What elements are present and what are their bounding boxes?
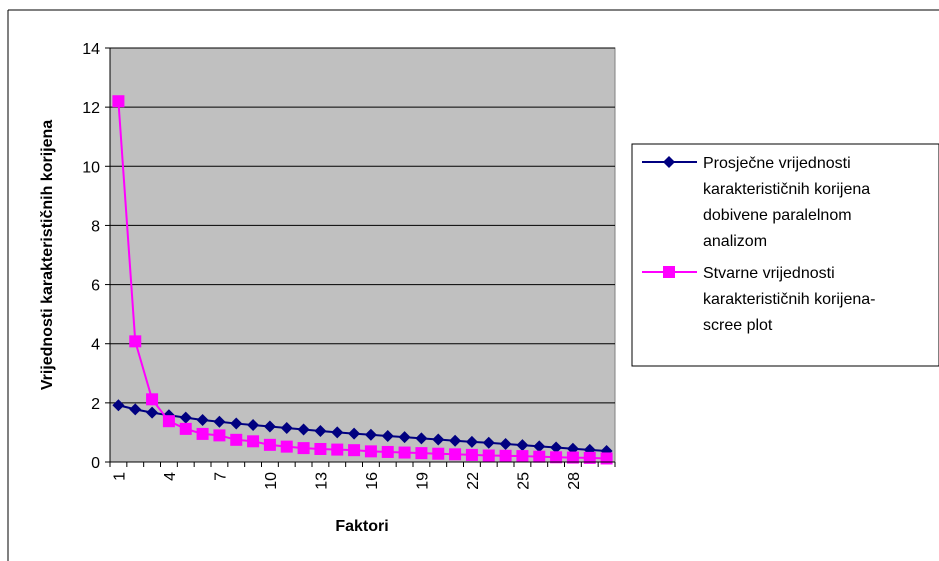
legend-marker <box>663 266 675 278</box>
series-2 <box>112 95 613 465</box>
data-point <box>263 420 276 433</box>
data-point <box>449 434 462 447</box>
legend-label: analizom <box>703 233 767 250</box>
y-axis-ticks: 0 2 4 6 8 10 12 14 <box>82 41 110 472</box>
x-tick-label: 16 <box>364 472 381 490</box>
data-point <box>331 426 344 439</box>
legend-label: karakterističnih korijena <box>703 181 870 198</box>
data-point <box>364 445 377 458</box>
data-point <box>263 438 276 451</box>
data-point <box>482 449 495 462</box>
data-point <box>196 414 209 427</box>
data-point <box>129 335 142 348</box>
data-point <box>314 442 327 455</box>
data-point <box>230 433 243 446</box>
grid-lines <box>110 47 615 404</box>
data-point <box>550 441 563 454</box>
data-point <box>482 436 495 449</box>
y-tick-label: 4 <box>91 337 100 354</box>
y-tick-label: 0 <box>91 455 100 472</box>
legend-label: dobivene paralelnom <box>703 207 852 224</box>
legend-entry-2: Stvarne vrijednosti karakterističnih kori… <box>642 265 876 334</box>
data-point <box>179 422 192 435</box>
data-point <box>364 428 377 441</box>
data-point <box>129 403 142 416</box>
y-tick-label: 14 <box>82 41 100 58</box>
data-point <box>162 415 175 428</box>
data-point <box>600 452 613 465</box>
legend-label: Stvarne vrijednosti <box>703 265 835 282</box>
legend-label: karakterističnih korijena- <box>703 291 876 308</box>
data-point <box>348 427 361 440</box>
data-point <box>499 449 512 462</box>
data-point <box>331 443 344 456</box>
data-point <box>348 444 361 457</box>
data-point <box>465 448 478 461</box>
x-tick-label: 25 <box>515 472 532 490</box>
data-point <box>146 393 159 406</box>
x-tick-label: 28 <box>566 472 583 490</box>
data-point <box>415 432 428 445</box>
data-point <box>533 450 546 463</box>
legend: Prosječne vrijednosti karakterističnih ko… <box>642 155 876 334</box>
data-point <box>449 448 462 461</box>
x-tick-label: 4 <box>162 472 179 481</box>
x-tick-label: 22 <box>465 472 482 490</box>
data-point <box>230 417 243 430</box>
y-tick-label: 10 <box>82 159 100 176</box>
data-point <box>314 424 327 437</box>
data-point <box>499 437 512 450</box>
data-point <box>213 415 226 428</box>
data-point <box>213 429 226 442</box>
data-point <box>516 439 529 452</box>
data-point <box>550 451 563 464</box>
data-point <box>179 411 192 424</box>
legend-entry-1: Prosječne vrijednosti karakterističnih ko… <box>642 155 870 250</box>
legend-label: Prosječne vrijednosti <box>703 155 851 172</box>
x-tick-label: 7 <box>212 472 229 481</box>
data-point <box>247 435 260 448</box>
data-point <box>533 440 546 453</box>
data-point <box>432 447 445 460</box>
data-point <box>247 419 260 432</box>
x-tick-label: 1 <box>111 472 128 481</box>
x-axis-ticks: 1 4 7 10 13 16 19 22 25 28 <box>109 462 616 490</box>
data-point <box>297 442 310 455</box>
y-axis-title: Vrijednosti karakterističnih korijena <box>39 120 56 390</box>
data-point <box>566 451 579 464</box>
data-point <box>583 451 596 464</box>
data-point <box>398 431 411 444</box>
data-point <box>381 445 394 458</box>
x-tick-label: 19 <box>414 472 431 490</box>
data-point <box>432 433 445 446</box>
data-point <box>280 440 293 453</box>
x-tick-label: 13 <box>313 472 330 490</box>
data-point <box>297 423 310 436</box>
series-layer <box>112 95 613 465</box>
data-point <box>280 421 293 434</box>
legend-marker <box>663 156 675 168</box>
y-tick-label: 8 <box>91 218 100 235</box>
legend-label: scree plot <box>703 317 773 334</box>
data-point <box>196 427 209 440</box>
data-point <box>112 95 125 108</box>
x-tick-label: 10 <box>263 472 280 490</box>
data-point <box>516 450 529 463</box>
data-point <box>415 447 428 460</box>
y-tick-label: 12 <box>82 100 100 117</box>
legend-box <box>631 143 939 367</box>
y-tick-label: 2 <box>91 396 100 413</box>
plot-area <box>109 47 616 463</box>
data-point <box>465 435 478 448</box>
data-point <box>112 399 125 412</box>
y-tick-label: 6 <box>91 278 100 295</box>
data-point <box>381 429 394 442</box>
x-axis-title: Faktori <box>335 518 388 535</box>
data-point <box>398 446 411 459</box>
data-point <box>146 406 159 419</box>
